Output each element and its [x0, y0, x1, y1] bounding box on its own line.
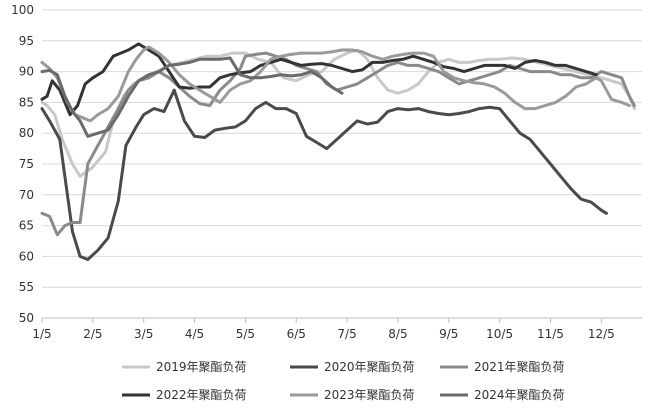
series-lines — [40, 42, 636, 261]
x-tick-label: 4/5 — [185, 327, 204, 341]
x-tick-label: 7/5 — [337, 327, 356, 341]
y-tick-label: 60 — [19, 249, 34, 263]
legend-label: 2019年聚酯负荷 — [156, 360, 247, 374]
legend-label: 2022年聚酯负荷 — [156, 388, 247, 402]
x-tick-label: 9/5 — [439, 327, 458, 341]
y-tick-label: 85 — [19, 95, 34, 109]
y-tick-label: 70 — [19, 188, 34, 202]
series-line-2024 — [40, 56, 344, 138]
legend-label: 2023年聚酯负荷 — [324, 388, 415, 402]
y-tick-label: 90 — [19, 65, 34, 79]
legend-label: 2024年聚酯负荷 — [474, 388, 565, 402]
legend-label: 2021年聚酯负荷 — [474, 360, 565, 374]
x-tick-label: 8/5 — [388, 327, 407, 341]
axes: 50 55 60 65 70 75 80 85 90 95 100 1/5 2/5 3/5 4/5 5/5 6/… — [11, 3, 642, 341]
x-tick-label: 5/5 — [236, 327, 255, 341]
x-tick-label: 2/5 — [83, 327, 102, 341]
y-tick-label: 80 — [19, 126, 34, 140]
y-tick-label: 50 — [19, 311, 34, 325]
x-tick-label: 11/5 — [537, 327, 564, 341]
y-tick-label: 65 — [19, 219, 34, 233]
y-tick-label: 95 — [19, 34, 34, 48]
series-line-2022 — [40, 42, 598, 117]
x-tick-label: 3/5 — [134, 327, 153, 341]
x-tick-label: 6/5 — [287, 327, 306, 341]
y-tick-label: 75 — [19, 157, 34, 171]
series-line-2023 — [40, 45, 631, 123]
legend-label: 2020年聚酯负荷 — [324, 360, 415, 374]
y-tick-label: 100 — [11, 3, 34, 17]
series-line-2021 — [40, 51, 636, 237]
x-tick-label: 1/5 — [32, 327, 51, 341]
y-tick-label: 55 — [19, 280, 34, 294]
x-tick-label: 10/5 — [486, 327, 513, 341]
legend: 2019年聚酯负荷 2020年聚酯负荷 2021年聚酯负荷 2022年聚酯负荷 2023… — [122, 360, 565, 402]
series-line-2020 — [40, 88, 608, 261]
x-tick-label: 12/5 — [588, 327, 615, 341]
grid-lines — [42, 9, 642, 288]
